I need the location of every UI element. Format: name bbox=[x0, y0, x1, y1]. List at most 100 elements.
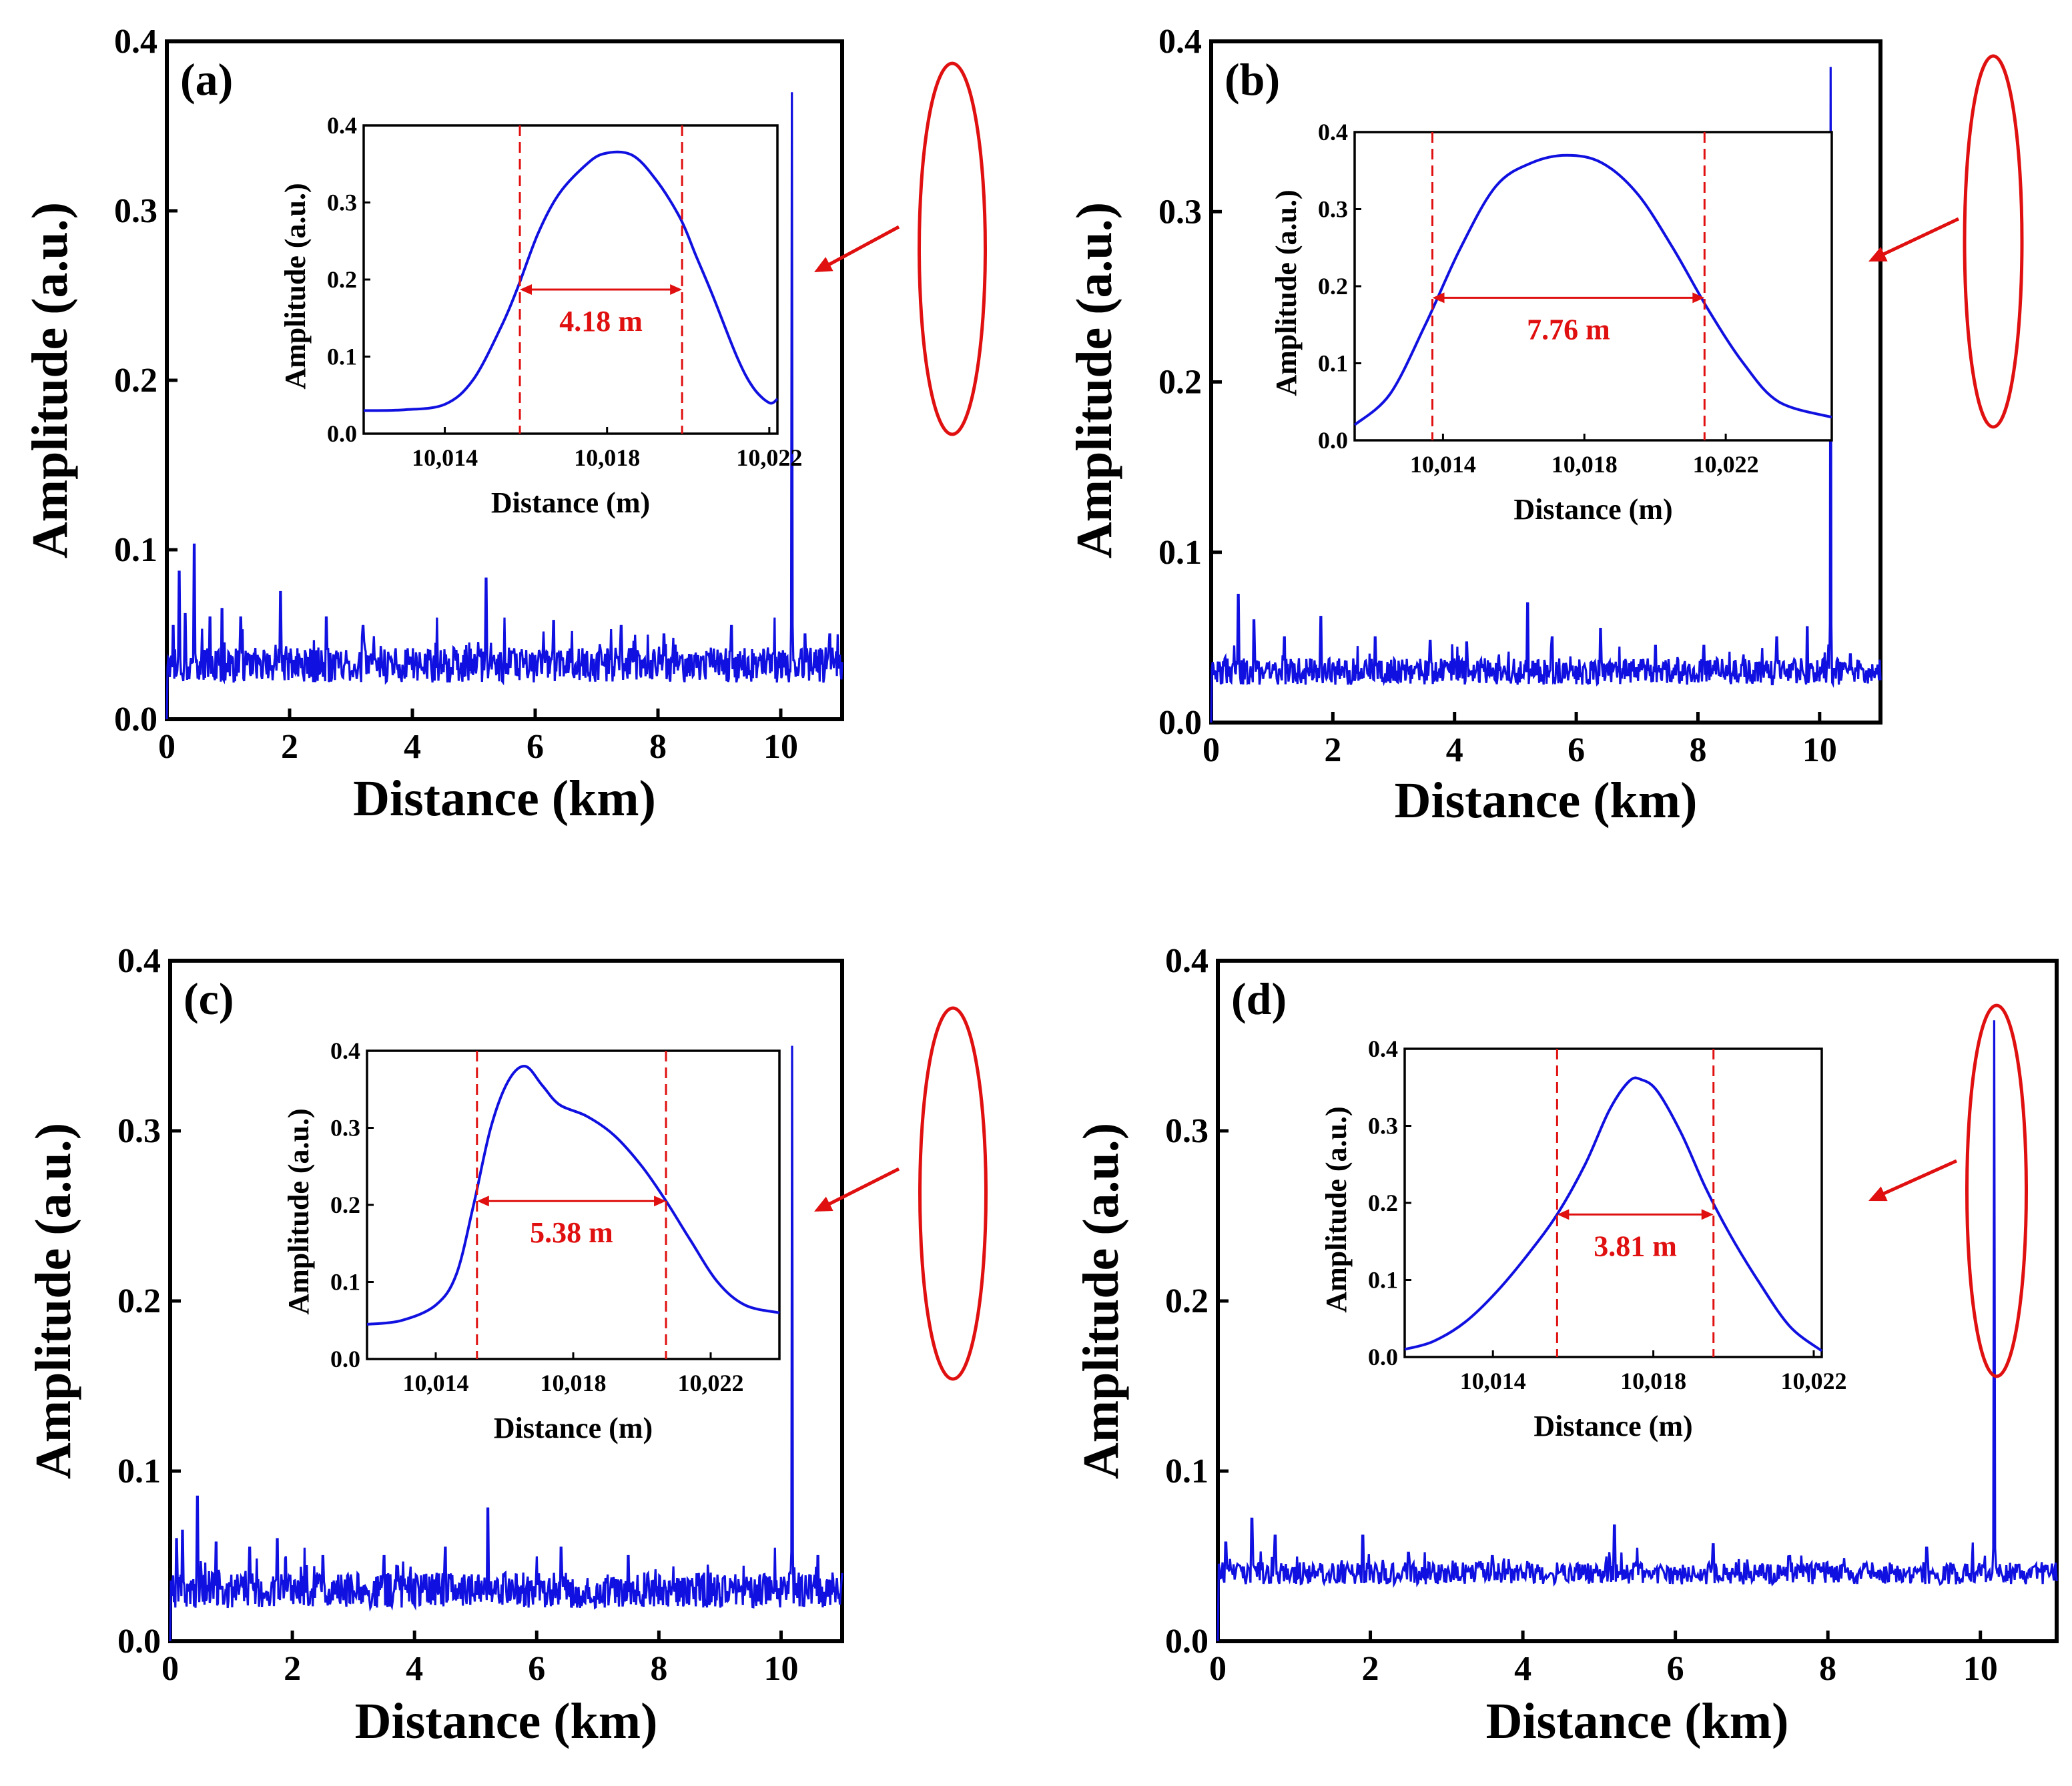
x-axis-label: Distance (km) bbox=[355, 1693, 658, 1749]
trace-line bbox=[169, 1045, 843, 1642]
inset-y-tick-label: 0.2 bbox=[327, 266, 357, 293]
inset-x-tick-label: 10,022 bbox=[736, 444, 802, 471]
inset-y-tick-label: 0.2 bbox=[330, 1192, 360, 1218]
x-tick-label: 8 bbox=[650, 1650, 667, 1688]
x-tick-label: 6 bbox=[527, 728, 544, 766]
pointer-arrow-head bbox=[1868, 247, 1888, 262]
y-axis-label: Amplitude (a.u.) bbox=[25, 1123, 81, 1479]
y-tick-label: 0.0 bbox=[1158, 704, 1202, 742]
peak-highlight-ellipse bbox=[918, 61, 987, 436]
x-tick-label: 10 bbox=[1802, 731, 1837, 769]
pointer-arrow-head bbox=[814, 1196, 833, 1212]
inset-y-tick-label: 0.4 bbox=[330, 1037, 360, 1064]
fwhm-arrow-head-right bbox=[670, 284, 683, 296]
inset-x-tick-label: 10,022 bbox=[1780, 1368, 1846, 1394]
y-tick-label: 0.3 bbox=[1158, 193, 1202, 231]
y-tick-label: 0.0 bbox=[117, 1623, 161, 1661]
inset-x-tick-label: 10,018 bbox=[574, 444, 640, 471]
x-tick-label: 2 bbox=[1362, 1650, 1379, 1688]
inset-chart: 0.0 0.1 0.2 0.3 0.4 10,014 10,018 10,022 Distanc… bbox=[282, 1037, 781, 1444]
y-tick-label: 0.4 bbox=[1158, 23, 1202, 61]
pointer-arrow bbox=[1876, 1159, 1958, 1198]
peak-highlight-ellipse bbox=[1965, 1003, 2028, 1378]
fwhm-arrow-head-right bbox=[1701, 1209, 1714, 1220]
inset-y-tick-label: 0.3 bbox=[330, 1115, 360, 1142]
inset-x-tick-label: 10,018 bbox=[1620, 1368, 1686, 1394]
fwhm-arrow-head-left bbox=[1557, 1209, 1570, 1220]
y-tick-label: 0.0 bbox=[1165, 1623, 1208, 1661]
panel-b: 0.0 0.1 0.2 0.3 0.4 0 2 4 6 8 10 Distance (km) Ampli… bbox=[1066, 23, 2024, 829]
x-axis-label: Distance (km) bbox=[1486, 1693, 1789, 1749]
pointer-arrow-head bbox=[814, 257, 833, 272]
x-tick-label: 10 bbox=[763, 728, 798, 766]
inset-curve bbox=[1353, 153, 1832, 426]
x-tick-label: 2 bbox=[284, 1650, 301, 1688]
inset-y-tick-label: 0.2 bbox=[1368, 1190, 1398, 1216]
y-tick-label: 0.4 bbox=[1165, 942, 1208, 980]
trace-line bbox=[1210, 67, 1882, 723]
inset-x-tick-label: 10,022 bbox=[1693, 451, 1759, 478]
inset-x-axis-label: Distance (m) bbox=[1513, 493, 1672, 526]
y-tick-label: 0.1 bbox=[117, 1452, 161, 1490]
inset-y-axis-label: Amplitude (a.u.) bbox=[282, 1108, 315, 1314]
inset-frame bbox=[366, 1049, 781, 1360]
inset-x-tick-label: 10,014 bbox=[403, 1370, 469, 1396]
inset-y-tick-label: 0.1 bbox=[330, 1269, 360, 1296]
y-tick-label: 0.2 bbox=[117, 1282, 161, 1320]
x-tick-label: 8 bbox=[1819, 1650, 1836, 1688]
panel-d: 0.0 0.1 0.2 0.3 0.4 0 2 4 6 8 10 Distance (km) Ampli… bbox=[1073, 942, 2059, 1749]
trace-line bbox=[165, 92, 843, 720]
x-tick-label: 0 bbox=[1202, 731, 1220, 769]
y-tick-label: 0.4 bbox=[114, 23, 157, 61]
panel-tag: (c) bbox=[184, 973, 234, 1024]
inset-y-tick-label: 0.0 bbox=[1318, 427, 1348, 454]
y-tick-label: 0.1 bbox=[114, 531, 157, 569]
x-tick-label: 4 bbox=[404, 728, 421, 766]
x-tick-label: 4 bbox=[1446, 731, 1463, 769]
inset-y-tick-label: 0.3 bbox=[1318, 196, 1348, 223]
y-axis-label: Amplitude (a.u.) bbox=[22, 202, 78, 558]
inset-y-tick-label: 0.1 bbox=[1368, 1267, 1398, 1294]
x-tick-label: 6 bbox=[528, 1650, 545, 1688]
y-tick-label: 0.1 bbox=[1158, 534, 1202, 572]
fwhm-width-label: 7.76 m bbox=[1527, 313, 1610, 346]
inset-x-tick-label: 10,014 bbox=[412, 444, 478, 471]
x-tick-label: 0 bbox=[158, 728, 176, 766]
inset-frame bbox=[1353, 131, 1833, 442]
y-tick-label: 0.0 bbox=[114, 701, 157, 739]
inset-y-tick-label: 0.1 bbox=[1318, 350, 1348, 377]
pointer-arrow bbox=[822, 225, 900, 270]
inset-y-tick-label: 0.4 bbox=[327, 112, 357, 139]
inset-y-tick-label: 0.4 bbox=[1368, 1035, 1398, 1062]
inset-curve bbox=[366, 1065, 780, 1326]
x-tick-label: 6 bbox=[1667, 1650, 1684, 1688]
x-axis-label: Distance (km) bbox=[1395, 773, 1698, 829]
fwhm-width-label: 4.18 m bbox=[559, 305, 643, 338]
pointer-arrow bbox=[1876, 217, 1960, 259]
panel-tag: (d) bbox=[1231, 973, 1287, 1024]
inset-chart: 0.0 0.1 0.2 0.3 0.4 10,014 10,018 10,022 Distanc… bbox=[279, 112, 802, 519]
y-tick-label: 0.3 bbox=[117, 1112, 161, 1150]
inset-frame bbox=[362, 124, 779, 435]
x-tick-label: 10 bbox=[763, 1650, 798, 1688]
x-tick-label: 8 bbox=[649, 728, 667, 766]
inset-chart: 0.0 0.1 0.2 0.3 0.4 10,014 10,018 10,022 Distanc… bbox=[1270, 119, 1833, 526]
fwhm-width-label: 3.81 m bbox=[1594, 1230, 1677, 1262]
fwhm-width-label: 5.38 m bbox=[530, 1216, 613, 1249]
panel-tag: (a) bbox=[180, 54, 233, 105]
fwhm-arrow-head-left bbox=[520, 284, 533, 296]
y-tick-label: 0.1 bbox=[1165, 1452, 1208, 1490]
y-axis-label: Amplitude (a.u.) bbox=[1073, 1123, 1129, 1479]
x-tick-label: 2 bbox=[281, 728, 298, 766]
y-tick-label: 0.2 bbox=[1158, 364, 1202, 402]
panel-tag: (b) bbox=[1225, 54, 1280, 105]
fwhm-arrow-head-right bbox=[654, 1196, 667, 1207]
y-tick-label: 0.3 bbox=[114, 192, 157, 230]
peak-highlight-ellipse bbox=[1963, 54, 2024, 429]
y-tick-label: 0.4 bbox=[117, 942, 161, 980]
inset-frame bbox=[1403, 1047, 1823, 1358]
inset-y-axis-label: Amplitude (a.u.) bbox=[1320, 1106, 1353, 1312]
y-tick-label: 0.2 bbox=[114, 362, 157, 400]
x-tick-label: 10 bbox=[1963, 1650, 1998, 1688]
fwhm-arrow-head-left bbox=[1432, 292, 1445, 304]
